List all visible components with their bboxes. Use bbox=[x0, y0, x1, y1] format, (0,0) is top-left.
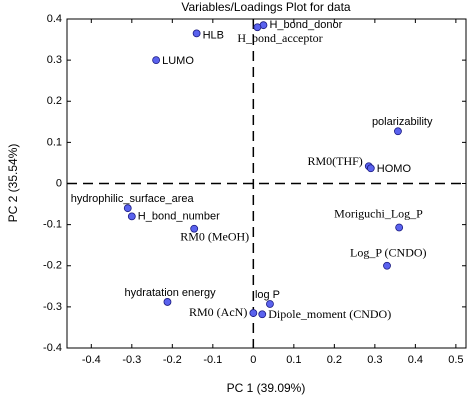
point bbox=[395, 223, 404, 232]
y-tick-label: -0.1 bbox=[43, 219, 62, 231]
x-tick-label: 0.2 bbox=[327, 354, 342, 366]
point bbox=[152, 56, 161, 65]
x-tick-label: -0.3 bbox=[122, 354, 141, 366]
y-axis-label: PC 2 (35.54%) bbox=[6, 144, 20, 223]
point-label: hydratation energy bbox=[124, 287, 216, 299]
x-tick-label: -0.4 bbox=[82, 354, 101, 366]
point bbox=[253, 23, 262, 32]
point-label: HLB bbox=[203, 29, 224, 41]
point-label: log P bbox=[255, 289, 280, 301]
x-tick-label: 0.1 bbox=[286, 354, 301, 366]
point-label: polarizability bbox=[372, 116, 433, 128]
point bbox=[249, 309, 258, 317]
point bbox=[190, 224, 199, 233]
point-label: RM0 (AcN) bbox=[189, 305, 247, 319]
point-label: H_bond_number bbox=[138, 210, 220, 222]
y-tick-label: -0.4 bbox=[43, 342, 62, 354]
point-label: hydrophilic_surface_area bbox=[71, 193, 195, 205]
point bbox=[266, 300, 274, 308]
point-label: Dipole_moment (CNDO) bbox=[268, 307, 391, 321]
point bbox=[258, 310, 267, 319]
point bbox=[383, 261, 391, 270]
point bbox=[192, 29, 201, 38]
x-tick-label: -0.2 bbox=[163, 354, 182, 366]
y-tick-label: 0.3 bbox=[47, 54, 62, 66]
point-label: Moriguchi_Log_P bbox=[334, 206, 423, 220]
x-tick-label: 0.4 bbox=[408, 354, 423, 366]
x-tick-label: 0.3 bbox=[367, 354, 382, 366]
point-label: RM0(THF) bbox=[307, 154, 362, 168]
point bbox=[366, 164, 375, 173]
point-label: LUMO bbox=[162, 55, 194, 67]
x-tick-label: 0.5 bbox=[448, 354, 463, 366]
point-label: RM0 (MeOH) bbox=[180, 229, 249, 243]
point bbox=[123, 204, 132, 213]
y-tick-label: -0.2 bbox=[43, 260, 62, 272]
x-tick-label: -0.1 bbox=[203, 354, 222, 366]
y-tick-label: -0.3 bbox=[43, 301, 62, 313]
point-label: Log_P (CNDO) bbox=[350, 246, 427, 260]
point-label: H_bond_donor bbox=[269, 19, 342, 31]
point bbox=[127, 212, 136, 221]
y-tick-label: 0 bbox=[56, 177, 62, 189]
chart-title: Variables/Loadings Plot for data bbox=[181, 0, 351, 14]
y-tick-label: 0.1 bbox=[47, 136, 62, 148]
y-tick-label: 0.4 bbox=[47, 13, 62, 25]
point-label: HOMO bbox=[377, 163, 412, 175]
x-axis-label: PC 1 (39.09%) bbox=[227, 381, 306, 395]
point bbox=[394, 127, 402, 136]
y-tick-label: 0.2 bbox=[47, 95, 62, 107]
x-tick-label: 0 bbox=[250, 354, 256, 366]
point bbox=[163, 298, 172, 306]
point-label: H_bond_acceptor bbox=[237, 31, 322, 45]
